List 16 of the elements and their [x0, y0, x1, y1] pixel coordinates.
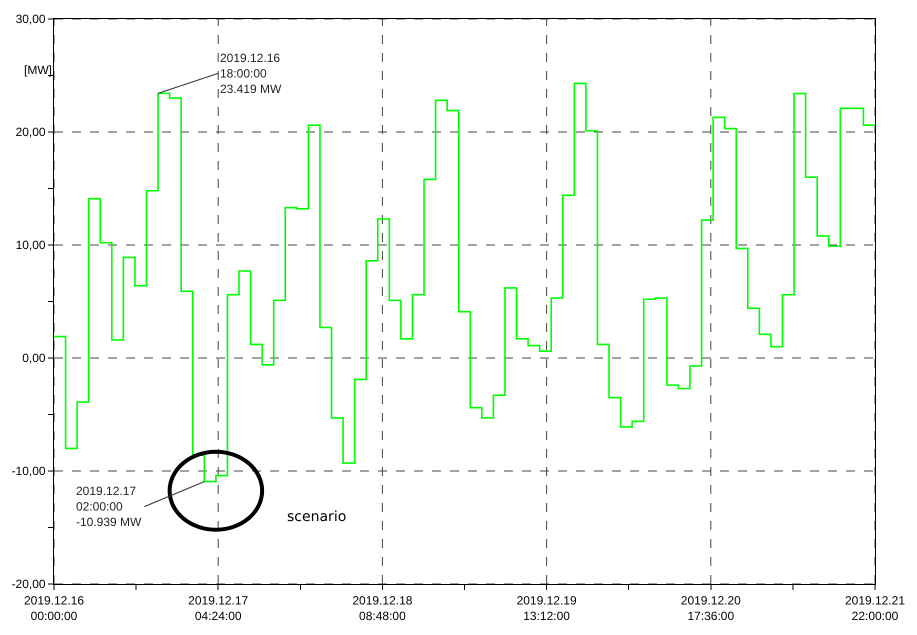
x-tick-label: 2019.12.21 22:00:00 [844, 593, 906, 623]
y-tick-label: 30,00 [16, 12, 46, 26]
x-tick-label: 2019.12.17 04:24:00 [188, 593, 249, 623]
y-axis-title: [MW] [24, 63, 52, 77]
x-tick-label: 2019.12.18 08:48:00 [352, 593, 413, 623]
annotation: scenario [287, 509, 346, 525]
x-tick-label: 2019.12.20 17:36:00 [680, 593, 742, 623]
annotation: 2019.12.16 18:00:00 23.419 MW [220, 51, 282, 96]
y-tick-label: 0,00 [22, 351, 46, 366]
y-tick-label: 10,00 [16, 238, 46, 252]
x-tick-label: 2019.12.19 13:12:00 [516, 593, 577, 623]
x-tick-label: 2019.12.16 00:00:00 [24, 593, 84, 623]
y-tick-label: -20,00 [12, 577, 46, 592]
annotation: 2019.12.17 02:00:00 -10.939 MW [76, 484, 142, 530]
y-tick-label: -10,00 [12, 464, 46, 478]
y-tick-label: 20,00 [16, 125, 46, 140]
